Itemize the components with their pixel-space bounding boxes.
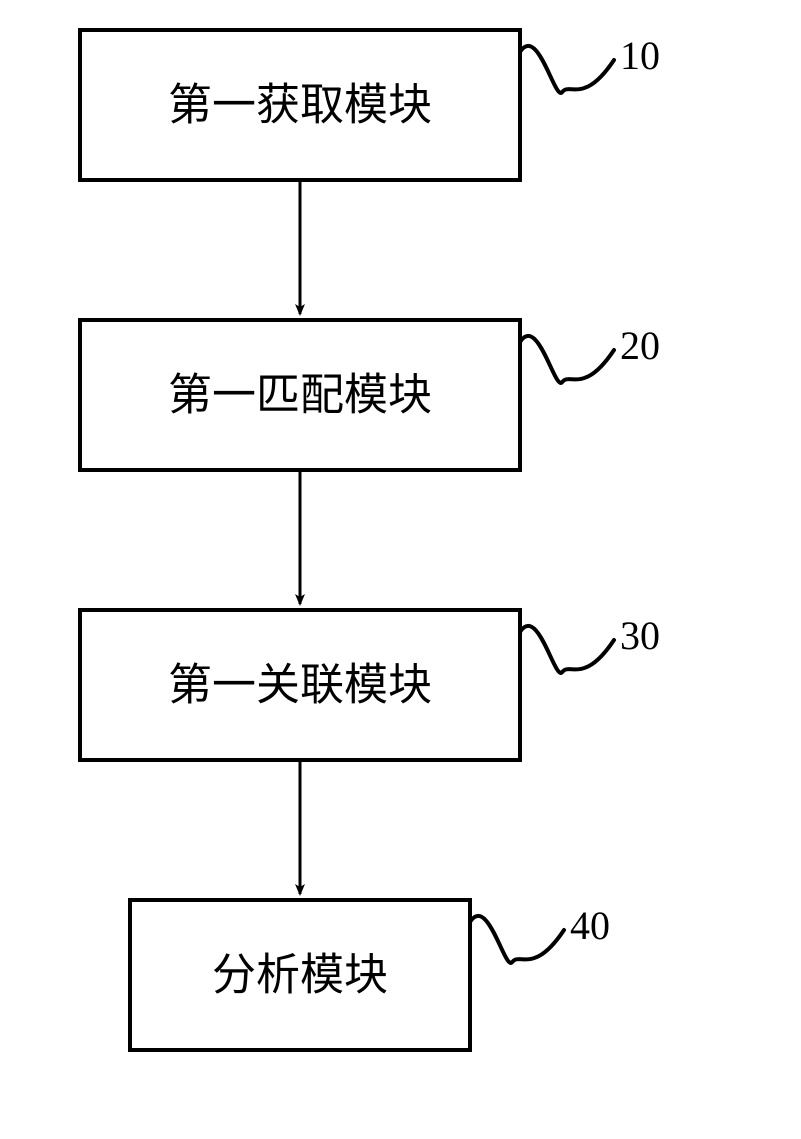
callout-curve: [520, 336, 614, 383]
callout-curve: [520, 46, 614, 93]
callout-label: 30: [620, 613, 660, 658]
flowchart-node: 第一匹配模块: [80, 320, 520, 470]
callout-curve: [520, 626, 614, 673]
node-label: 第一关联模块: [168, 661, 432, 710]
node-label: 第一匹配模块: [168, 371, 432, 420]
callout-label: 40: [570, 903, 610, 948]
callout-curve: [470, 916, 564, 963]
flowchart-node: 分析模块: [130, 900, 470, 1050]
flowchart-node: 第一获取模块: [80, 30, 520, 180]
callout-label: 10: [620, 33, 660, 78]
flowchart-canvas: 第一获取模块第一匹配模块第一关联模块分析模块 10 20 30 40: [0, 0, 801, 1139]
callout-label: 20: [620, 323, 660, 368]
node-label: 第一获取模块: [168, 81, 432, 130]
flowchart-node: 第一关联模块: [80, 610, 520, 760]
node-label: 分析模块: [212, 951, 388, 1000]
